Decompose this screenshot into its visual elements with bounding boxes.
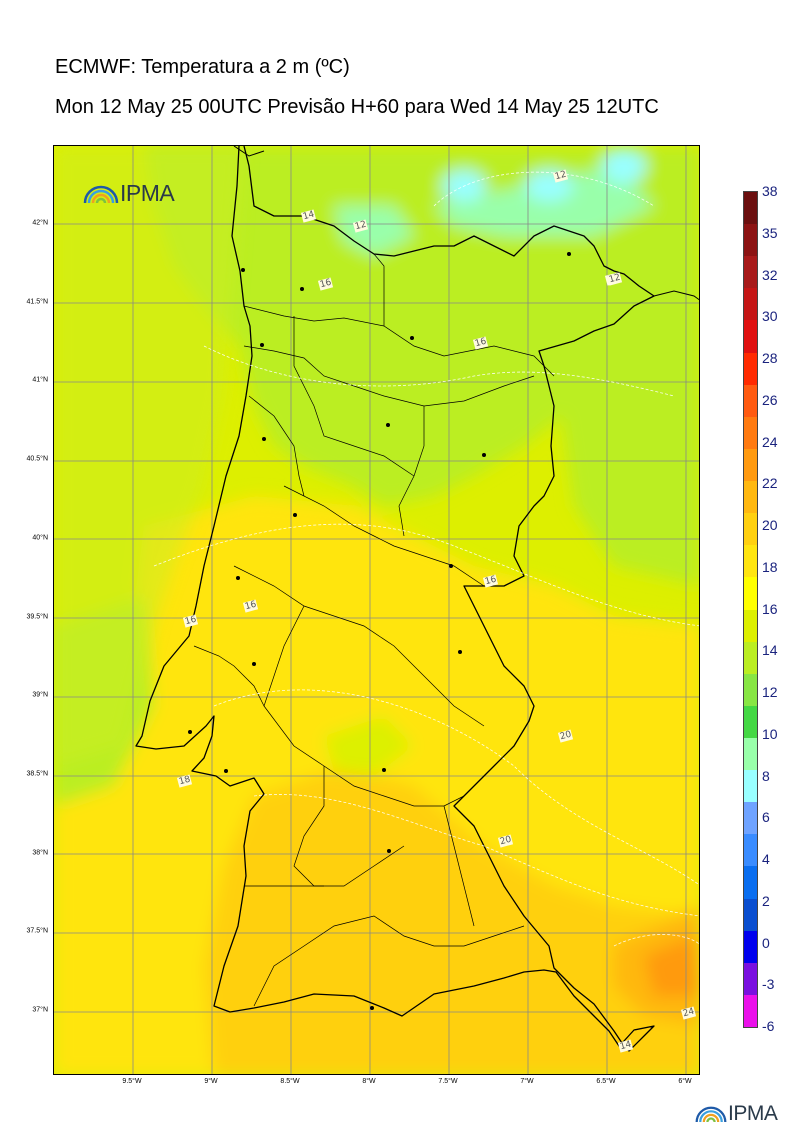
city-marker	[482, 453, 486, 457]
colorbar-segment	[744, 866, 757, 900]
city-marker	[386, 423, 390, 427]
colorbar-tick-label: 22	[762, 475, 778, 492]
colorbar-tick-label: 32	[762, 266, 778, 283]
colorbar-tick-label: 16	[762, 600, 778, 617]
latitude-label: 37.5°N	[26, 927, 48, 935]
colorbar-tick-label: 12	[762, 684, 778, 700]
colorbar-tick-label: 10	[762, 725, 778, 742]
colorbar-segment	[744, 930, 757, 964]
colorbar-tick-label: 6	[762, 809, 770, 826]
colorbar-segment	[744, 192, 757, 225]
colorbar-segment	[744, 513, 757, 546]
ipma-logo-footer: IPMA	[694, 1102, 778, 1126]
temperature-zones	[54, 146, 699, 1074]
colorbar-tick-label: 4	[762, 851, 770, 867]
colorbar-tick-label: 35	[762, 224, 778, 241]
colorbar-tick-label: 18	[762, 558, 778, 575]
colorbar-segment	[744, 416, 757, 450]
city-marker	[382, 768, 386, 772]
city-marker	[236, 576, 240, 580]
longitude-label: 6.5°W	[596, 1078, 616, 1085]
colorbar-segment	[744, 737, 757, 771]
latitude-label: 42°N	[32, 219, 48, 227]
latitude-label: 40°N	[32, 534, 48, 542]
map-subtitle: Mon 12 May 25 00UTC Previsão H+60 para W…	[55, 96, 659, 118]
colorbar-tick-label: -6	[762, 1018, 775, 1034]
latitude-label: 37°N	[32, 1006, 48, 1014]
city-marker	[260, 343, 264, 347]
latitude-label: 40.5°N	[26, 455, 48, 463]
longitude-label: 6°W	[678, 1078, 692, 1085]
colorbar-segment	[744, 641, 757, 675]
colorbar-tick-label: 2	[762, 892, 770, 909]
colorbar-tick-label: 20	[762, 517, 778, 533]
city-marker	[262, 437, 266, 441]
colorbar-segment	[744, 962, 757, 996]
temperature-colorbar	[743, 191, 758, 1028]
colorbar-tick-label: 0	[762, 934, 770, 951]
colorbar-segment	[744, 673, 757, 707]
rainbow-arc-icon	[83, 185, 119, 203]
latitude-label: 39.5°N	[26, 613, 48, 620]
colorbar-tick-label: 30	[762, 308, 778, 325]
colorbar-tick-label: 8	[762, 767, 770, 784]
city-marker	[567, 252, 571, 256]
colorbar-segment	[744, 481, 757, 514]
logo-text: IPMA	[728, 1102, 778, 1125]
colorbar-segment	[744, 320, 757, 354]
map-title: ECMWF: Temperatura a 2 m (ºC)	[55, 56, 350, 78]
colorbar-tick-label: 38	[762, 183, 778, 199]
longitude-label: 8.5°W	[280, 1078, 300, 1085]
colorbar-segment	[744, 802, 757, 835]
colorbar-segment	[744, 545, 757, 578]
longitude-label: 7°W	[520, 1078, 534, 1085]
latitude-label: 41°N	[32, 376, 48, 384]
longitude-label: 9°W	[204, 1078, 218, 1085]
colorbar-segment	[744, 448, 757, 482]
latitude-label: 39°N	[32, 691, 48, 699]
city-marker	[224, 769, 228, 773]
colorbar-segment	[744, 352, 757, 386]
colorbar-tick-label: 28	[762, 350, 778, 366]
city-marker	[293, 513, 297, 517]
longitude-label: 9.5°W	[122, 1078, 142, 1085]
city-marker	[370, 1006, 374, 1010]
colorbar-tick-label: 14	[762, 642, 778, 659]
latitude-label: 38.5°N	[26, 770, 48, 778]
city-marker	[410, 336, 414, 340]
colorbar-segment	[744, 705, 757, 739]
colorbar-segment	[744, 384, 757, 418]
longitude-label: 8°W	[362, 1078, 376, 1085]
colorbar-tick-label: 24	[762, 433, 778, 450]
colorbar-tick-label: 26	[762, 391, 778, 408]
logo-text: IPMA	[120, 180, 175, 206]
portugal-outline	[135, 146, 655, 1052]
colorbar-segment	[744, 224, 757, 257]
city-marker	[241, 268, 245, 272]
latitude-label: 41.5°N	[26, 298, 48, 306]
city-marker	[300, 287, 304, 291]
colorbar-segment	[744, 770, 757, 803]
colorbar-segment	[744, 288, 757, 321]
colorbar-segment	[744, 834, 757, 867]
city-marker	[252, 662, 256, 666]
colorbar-tick-label: -3	[762, 976, 775, 993]
district-boundaries	[193, 253, 555, 1007]
isotherms	[153, 171, 699, 947]
colorbar-segment	[744, 898, 757, 932]
temperature-map: 121214121616161616182020241412	[53, 145, 700, 1075]
colorbar-segment	[744, 994, 757, 1028]
rainbow-arc-icon	[695, 1106, 727, 1123]
city-marker	[387, 849, 391, 853]
city-marker	[449, 564, 453, 568]
latitude-label: 38°N	[32, 849, 48, 857]
city-marker	[188, 730, 192, 734]
longitude-label: 7.5°W	[438, 1078, 458, 1085]
ipma-logo: IPMA	[82, 180, 175, 207]
city-marker	[458, 650, 462, 654]
colorbar-segment	[744, 609, 757, 643]
colorbar-segment	[744, 256, 757, 289]
map-canvas	[54, 146, 699, 1074]
colorbar-segment	[744, 577, 757, 610]
